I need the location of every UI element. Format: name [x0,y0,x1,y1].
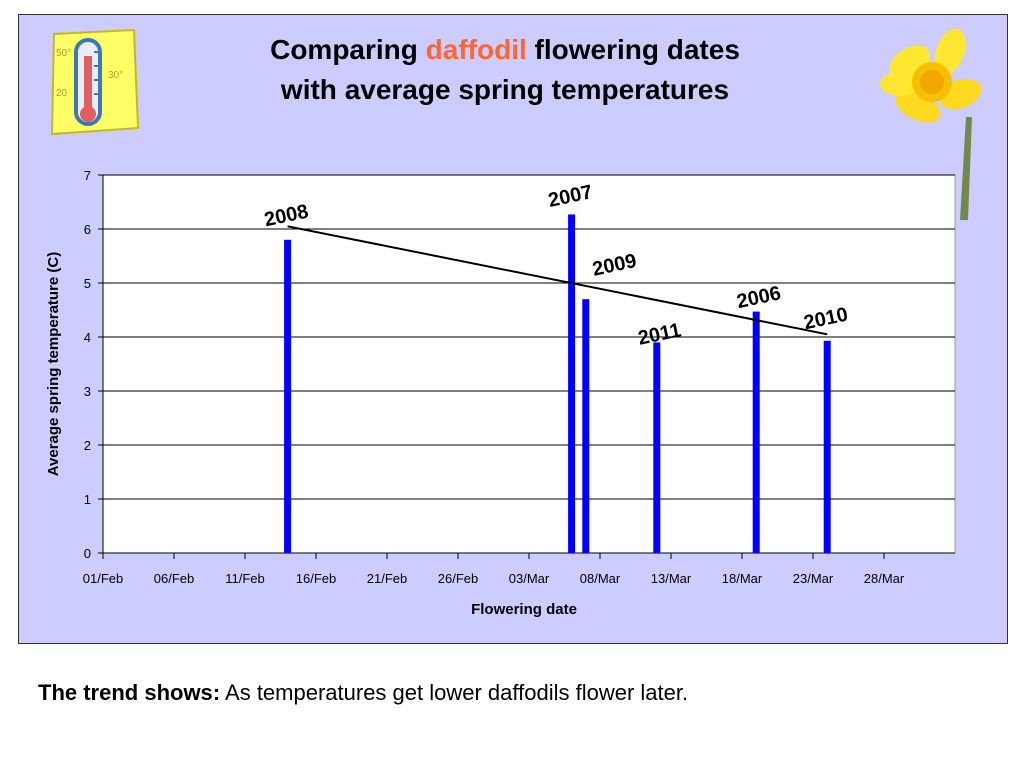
axes: 0 1 2 3 4 5 6 7 01/Feb 06/Feb 11/Feb 16/Feb 21/Feb 26… [83,168,955,586]
y-tick-label: 4 [84,330,91,345]
title-line-1: Comparing daffodil flowering dates [220,30,790,70]
trendline [287,225,828,336]
chart-title: Comparing daffodil flowering dates with … [220,30,790,110]
y-tick-label: 2 [84,438,91,453]
title-post: flowering dates [534,34,740,65]
title-pre: Comparing [270,34,418,65]
y-tick-label: 6 [84,222,91,237]
plot-area [102,174,956,554]
y-tick-label: 1 [84,492,91,507]
x-tick-label: 28/Mar [864,571,905,586]
bar-2008 [284,239,292,554]
y-tick-label: 3 [84,384,91,399]
footer-lead: The trend shows: [38,680,221,705]
footer-text: The trend shows: As temperatures get low… [38,680,688,706]
gridlines [103,174,955,500]
x-tick-label: 06/Feb [154,571,194,586]
x-tick-label: 03/Mar [509,571,550,586]
thermometer-label: 20 [56,88,68,99]
bar-2006 [752,311,760,553]
x-tick-label: 23/Mar [793,571,834,586]
x-tick-label: 11/Feb [225,571,265,586]
x-tick-label: 01/Feb [83,571,123,586]
x-tick-label: 16/Feb [296,571,336,586]
title-line-2: with average spring temperatures [280,74,730,105]
bar-2010 [823,340,831,553]
title-accent: daffodil [425,34,527,65]
x-tick-label: 21/Feb [367,571,407,586]
x-axis-label: Flowering date [471,601,577,618]
y-axis-label: Average spring temperature (C) [45,252,62,477]
bar-2007 [568,214,576,554]
thermometer-label: 30° [108,70,123,81]
y-tick-label: 5 [84,276,91,291]
chart: 0 1 2 3 4 5 6 7 01/Feb 06/Feb 11/Feb 16/Feb 21/Feb 26… [45,168,956,618]
thermometer-icon: 50° 30° 20 [50,28,140,136]
y-tick-label: 0 [84,546,91,561]
y-tick-label: 7 [84,168,91,183]
footer-body: As temperatures get lower daffodils flow… [225,680,689,705]
x-tick-label: 18/Mar [722,571,763,586]
bar-2009 [582,299,590,553]
thermometer-label: 50° [56,48,71,59]
x-tick-label: 13/Mar [651,571,692,586]
x-tick-label: 26/Feb [438,571,478,586]
x-tick-label: 08/Mar [580,571,621,586]
bar-2011 [653,342,661,553]
daffodil-flower-icon [880,28,982,220]
bars [284,214,831,554]
trendline-segment [287,225,828,336]
